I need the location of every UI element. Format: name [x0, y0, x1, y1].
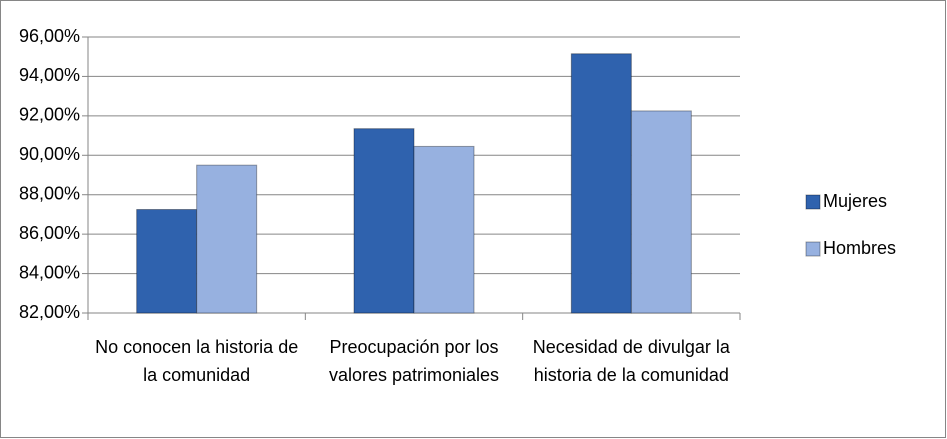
bar	[570, 53, 632, 314]
y-tick-label: 92,00%	[19, 105, 80, 125]
y-tick-label: 84,00%	[19, 262, 80, 282]
x-tick-label: Preocupación por los valores patrimonial…	[328, 337, 500, 385]
legend-label: Mujeres	[823, 191, 887, 211]
bar	[136, 209, 198, 314]
y-tick-label: 96,00%	[19, 26, 80, 46]
x-tick-label: Necesidad de divulgar la historia de la …	[532, 337, 730, 385]
legend-label: Hombres	[823, 238, 896, 258]
bar	[353, 128, 415, 314]
x-tick-label: No conocen la historia de la comunidad	[95, 337, 299, 385]
y-tick-label: 88,00%	[19, 183, 80, 203]
y-tick-label: 94,00%	[19, 65, 80, 85]
bar	[413, 145, 475, 314]
y-tick-label: 86,00%	[19, 223, 80, 243]
y-tick-label: 90,00%	[19, 144, 80, 164]
legend-swatch	[805, 241, 821, 257]
y-tick-label: 82,00%	[19, 302, 80, 322]
legend-swatch	[805, 194, 821, 210]
bar	[630, 110, 692, 314]
bar	[196, 164, 258, 314]
